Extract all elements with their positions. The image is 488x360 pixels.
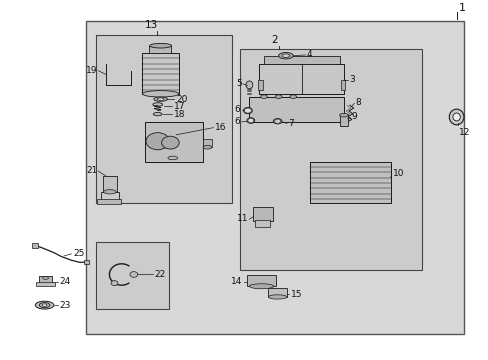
Text: 24: 24 <box>59 277 70 286</box>
Bar <box>339 115 347 126</box>
Bar <box>86 21 463 334</box>
Text: 18: 18 <box>173 110 185 119</box>
Circle shape <box>130 272 138 277</box>
Ellipse shape <box>452 113 459 121</box>
Bar <box>39 275 52 283</box>
Text: 10: 10 <box>392 170 404 179</box>
Bar <box>96 242 168 309</box>
Ellipse shape <box>35 301 54 309</box>
Text: 12: 12 <box>458 129 469 138</box>
Ellipse shape <box>39 303 50 308</box>
Bar <box>96 35 232 203</box>
Circle shape <box>161 136 179 149</box>
Text: 4: 4 <box>306 50 312 59</box>
Ellipse shape <box>203 145 211 149</box>
Bar <box>32 243 38 248</box>
Ellipse shape <box>260 95 267 98</box>
Bar <box>258 80 263 90</box>
Bar <box>255 220 269 227</box>
Ellipse shape <box>448 109 463 125</box>
Ellipse shape <box>289 95 296 98</box>
Ellipse shape <box>246 118 254 123</box>
Text: 17: 17 <box>173 102 185 111</box>
Bar <box>83 260 89 264</box>
Circle shape <box>247 118 253 123</box>
Bar <box>264 56 339 63</box>
Text: 5: 5 <box>236 78 242 87</box>
Ellipse shape <box>268 295 286 299</box>
Text: 9: 9 <box>351 112 357 121</box>
Bar <box>253 207 272 221</box>
Text: 20: 20 <box>176 95 187 104</box>
Text: 13: 13 <box>145 21 158 30</box>
Ellipse shape <box>339 113 347 117</box>
Circle shape <box>274 119 280 123</box>
Text: 6: 6 <box>234 105 240 114</box>
Text: 7: 7 <box>288 119 294 128</box>
Bar <box>249 96 344 122</box>
Bar <box>36 282 55 285</box>
Ellipse shape <box>243 107 252 114</box>
Text: 3: 3 <box>348 75 354 84</box>
Text: 25: 25 <box>73 249 84 258</box>
Bar <box>97 199 121 204</box>
Text: 23: 23 <box>59 301 70 310</box>
Ellipse shape <box>157 98 163 100</box>
Bar <box>239 49 422 270</box>
Ellipse shape <box>153 103 162 106</box>
Ellipse shape <box>42 304 47 306</box>
Text: 8: 8 <box>355 98 361 107</box>
Circle shape <box>244 108 251 113</box>
Text: 1: 1 <box>458 3 465 13</box>
Text: 14: 14 <box>230 277 242 286</box>
Bar <box>259 63 344 94</box>
Ellipse shape <box>142 91 179 97</box>
Ellipse shape <box>42 276 48 279</box>
Bar <box>267 288 287 297</box>
Bar <box>310 162 390 203</box>
Text: 2: 2 <box>271 35 278 45</box>
Text: 16: 16 <box>215 123 226 132</box>
Text: 22: 22 <box>154 270 165 279</box>
Bar <box>203 139 211 147</box>
Ellipse shape <box>154 97 167 101</box>
Ellipse shape <box>167 156 177 160</box>
Bar <box>149 46 171 53</box>
Ellipse shape <box>103 190 116 194</box>
Text: 11: 11 <box>236 214 248 223</box>
Bar <box>340 80 345 90</box>
Ellipse shape <box>282 54 289 58</box>
Ellipse shape <box>149 44 171 48</box>
Text: 19: 19 <box>85 66 97 75</box>
Circle shape <box>111 281 118 285</box>
Ellipse shape <box>273 118 282 124</box>
Ellipse shape <box>249 284 273 289</box>
Text: 6: 6 <box>234 117 240 126</box>
Bar <box>144 122 203 162</box>
Bar <box>246 275 276 286</box>
Ellipse shape <box>278 53 293 59</box>
Ellipse shape <box>275 95 282 98</box>
Bar <box>142 53 178 94</box>
Text: 15: 15 <box>290 290 302 299</box>
Ellipse shape <box>153 113 162 116</box>
Bar <box>103 176 117 192</box>
Circle shape <box>146 132 169 150</box>
Text: 21: 21 <box>86 166 97 175</box>
Ellipse shape <box>245 81 252 89</box>
